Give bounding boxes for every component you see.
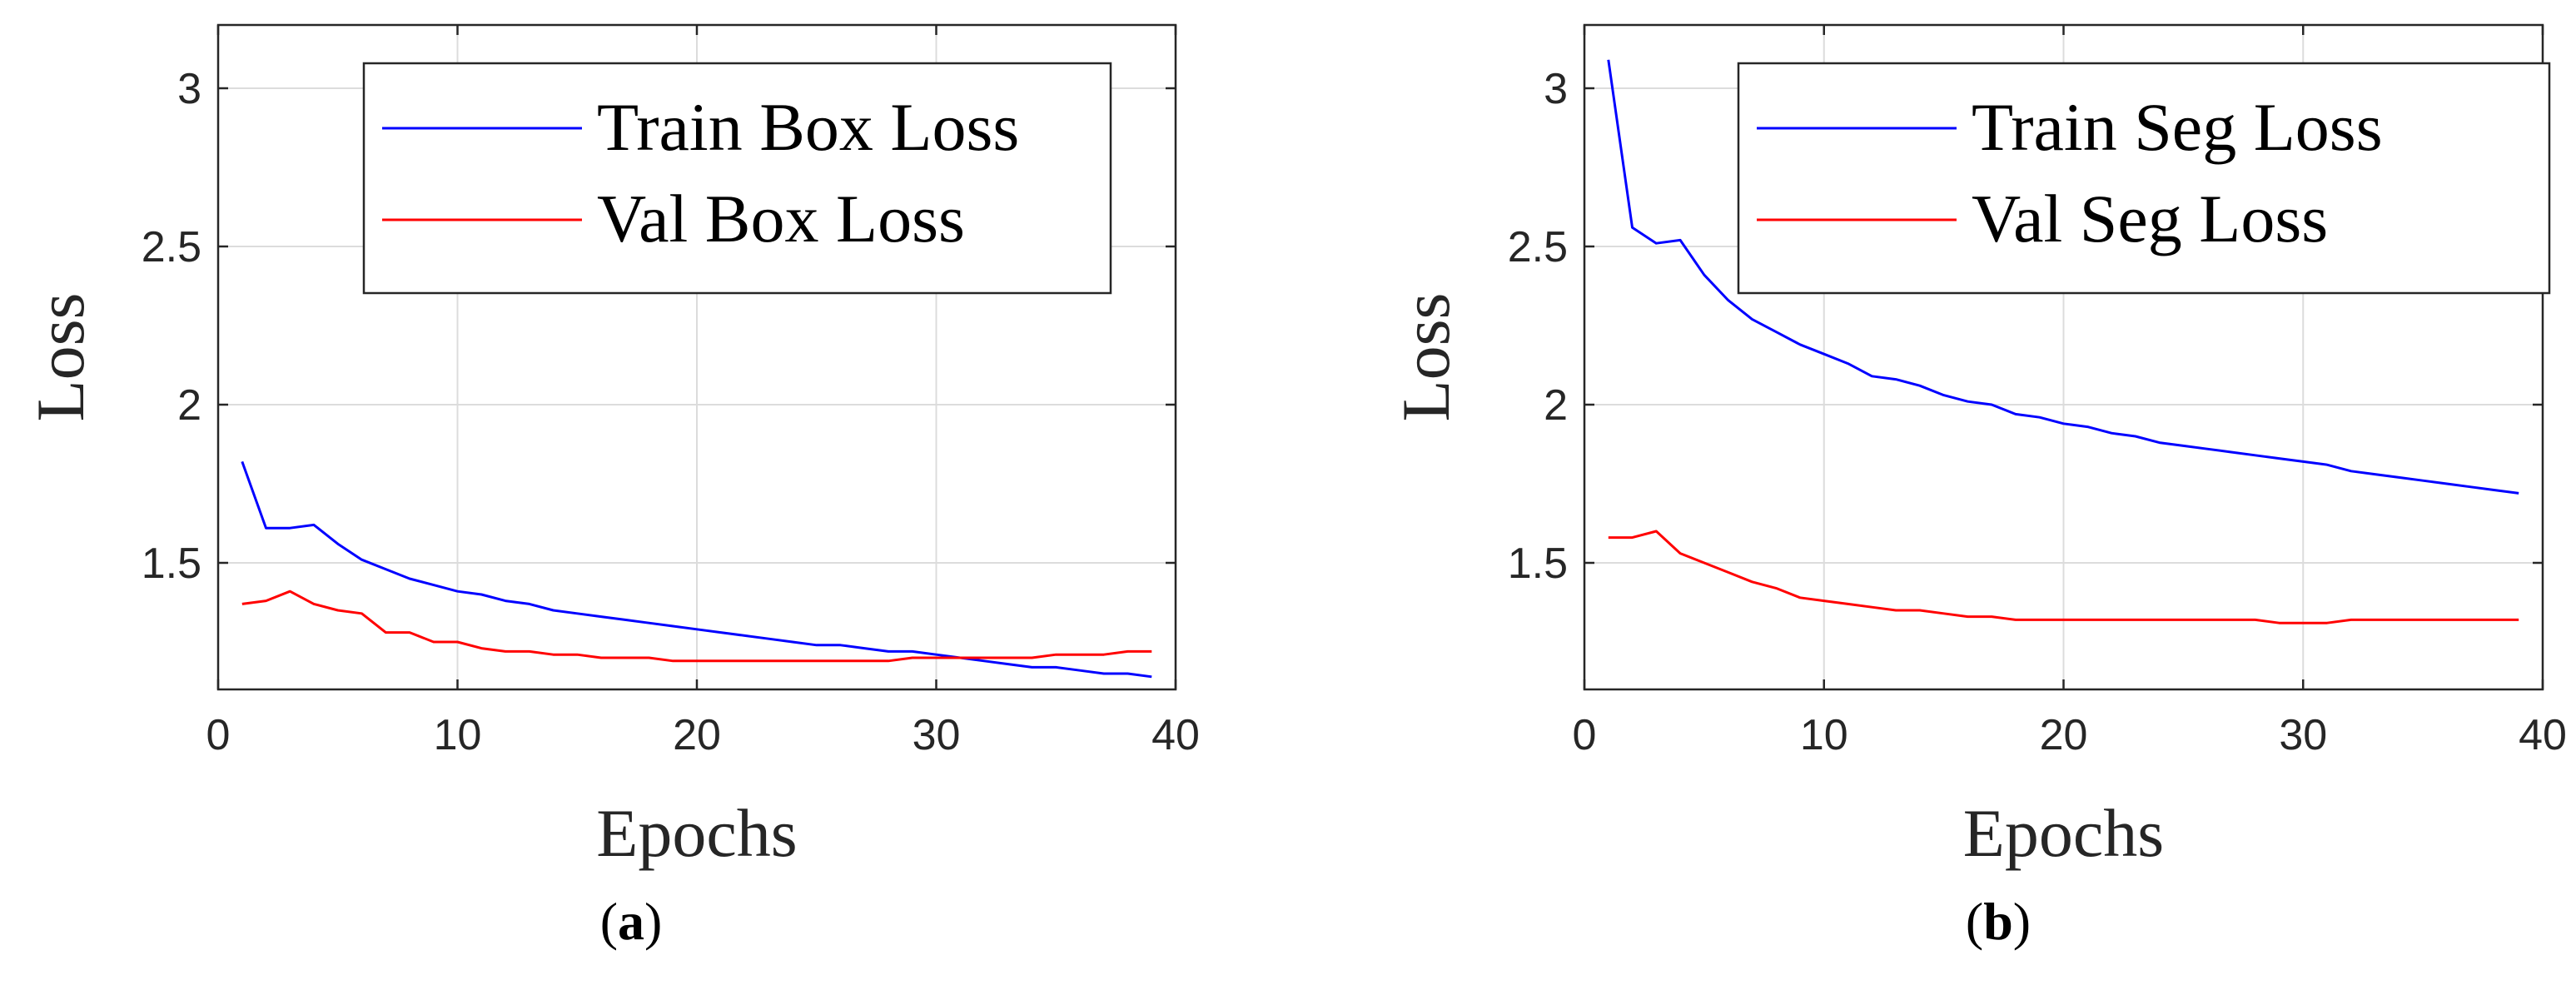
chart-panel-a: 0 10 20 30 40 1.5 2 2.5 3 Train Box Loss Val Box L…	[22, 23, 1200, 951]
y-tick-label: 3	[1544, 65, 1568, 113]
x-tick-label: 40	[1151, 711, 1200, 759]
series-line-val	[241, 590, 1152, 663]
x-tick-label: 30	[913, 711, 961, 759]
caption-open-paren: (	[1966, 892, 1983, 951]
legend-box	[362, 62, 1112, 295]
x-axis-label: Epochs	[1963, 795, 2164, 871]
y-tick-label: 1.5	[142, 540, 201, 588]
x-tick-label: 0	[1573, 711, 1597, 759]
y-tick-label: 2.5	[142, 223, 201, 271]
x-tick-label: 20	[2040, 711, 2088, 759]
caption-letter: b	[1983, 892, 2013, 951]
legend-box	[1737, 62, 2551, 295]
y-tick-label: 2.5	[1508, 223, 1568, 271]
panel-caption: (a)	[600, 892, 663, 951]
y-tick-label: 3	[177, 65, 201, 113]
x-tick-label: 0	[206, 711, 231, 759]
series-line-train	[241, 460, 1152, 679]
legend-label: Val Box Loss	[597, 181, 965, 256]
y-axis-label: Loss	[1388, 293, 1464, 422]
caption-letter: a	[618, 892, 644, 951]
x-tick-label: 40	[2519, 711, 2567, 759]
caption-close-paren: )	[2013, 892, 2031, 951]
x-tick-label: 10	[1800, 711, 1848, 759]
panel-caption: (b)	[1966, 892, 2031, 951]
legend-label: Val Seg Loss	[1972, 181, 2328, 256]
x-tick-label: 20	[673, 711, 721, 759]
y-axis-label: Loss	[22, 293, 98, 422]
caption-open-paren: (	[600, 892, 618, 951]
series-line-val	[1608, 530, 2519, 624]
series-line-train	[1607, 59, 2519, 495]
legend-label: Train Seg Loss	[1972, 89, 2383, 165]
y-tick-label: 2	[1544, 381, 1568, 430]
x-axis-label: Epochs	[596, 795, 797, 871]
chart-panel-b: 0 10 20 30 40 1.5 2 2.5 3 Train Seg Loss Val Seg L…	[1388, 23, 2567, 951]
y-tick-label: 1.5	[1508, 540, 1568, 588]
legend-label: Train Box Loss	[597, 89, 1019, 165]
x-tick-label: 30	[2279, 711, 2327, 759]
x-tick-label: 10	[434, 711, 482, 759]
caption-close-paren: )	[644, 892, 662, 951]
y-tick-label: 2	[177, 381, 201, 430]
